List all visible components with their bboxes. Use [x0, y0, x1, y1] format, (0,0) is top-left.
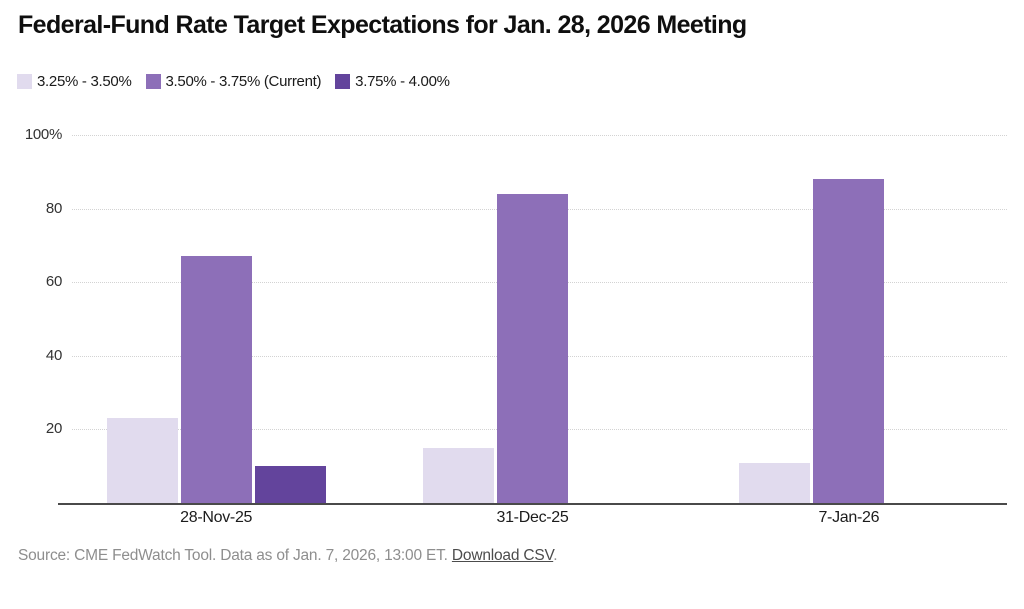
legend-item[interactable]: 3.75% - 4.00% — [335, 73, 450, 90]
bar[interactable] — [180, 256, 252, 503]
x-tick-label: 28-Nov-25 — [180, 509, 253, 526]
y-tick-label: 20 — [45, 420, 62, 438]
bar[interactable] — [106, 418, 178, 503]
y-tick-label: 100% — [24, 126, 62, 143]
plot-area — [58, 135, 1007, 505]
y-tick-label: 40 — [45, 346, 62, 364]
legend-item[interactable]: 3.50% - 3.75% (Current) — [145, 73, 322, 90]
legend-swatch-icon — [145, 74, 161, 89]
x-tick-label: 31-Dec-25 — [496, 509, 569, 526]
legend-label: 3.25% - 3.50% — [37, 73, 132, 90]
legend-label: 3.75% - 4.00% — [355, 73, 450, 90]
bar[interactable] — [739, 462, 811, 503]
bar-group — [58, 135, 374, 503]
bar-group — [374, 135, 690, 503]
legend-swatch-icon — [335, 74, 351, 89]
legend-swatch-icon — [17, 74, 32, 89]
legend-label: 3.50% - 3.75% (Current) — [165, 73, 322, 90]
source-text: Source: CME FedWatch Tool. Data as of Ja… — [18, 547, 452, 564]
bar-group — [691, 135, 1007, 503]
download-csv-link[interactable]: Download CSV — [451, 547, 554, 564]
chart-legend: 3.25% - 3.50% 3.50% - 3.75% (Current) 3.75… — [17, 73, 450, 90]
source-note: Source: CME FedWatch Tool. Data as of Ja… — [18, 547, 558, 565]
bar[interactable] — [496, 193, 568, 503]
y-tick-label: 60 — [45, 273, 62, 291]
bar[interactable] — [254, 466, 326, 503]
y-axis: 100% 80 60 40 20 — [0, 126, 62, 503]
bar[interactable] — [813, 179, 885, 503]
bar[interactable] — [422, 447, 494, 503]
x-axis: 28-Nov-25 31-Dec-25 7-Jan-26 — [58, 509, 1007, 527]
x-tick-label: 7-Jan-26 — [818, 509, 880, 526]
y-tick-label: 80 — [45, 199, 62, 217]
bar-groups — [58, 135, 1007, 503]
source-text-suffix: . — [553, 547, 558, 564]
page-title: Federal-Fund Rate Target Expectations fo… — [18, 11, 747, 39]
gridline — [72, 135, 1007, 136]
legend-item[interactable]: 3.25% - 3.50% — [17, 73, 132, 90]
